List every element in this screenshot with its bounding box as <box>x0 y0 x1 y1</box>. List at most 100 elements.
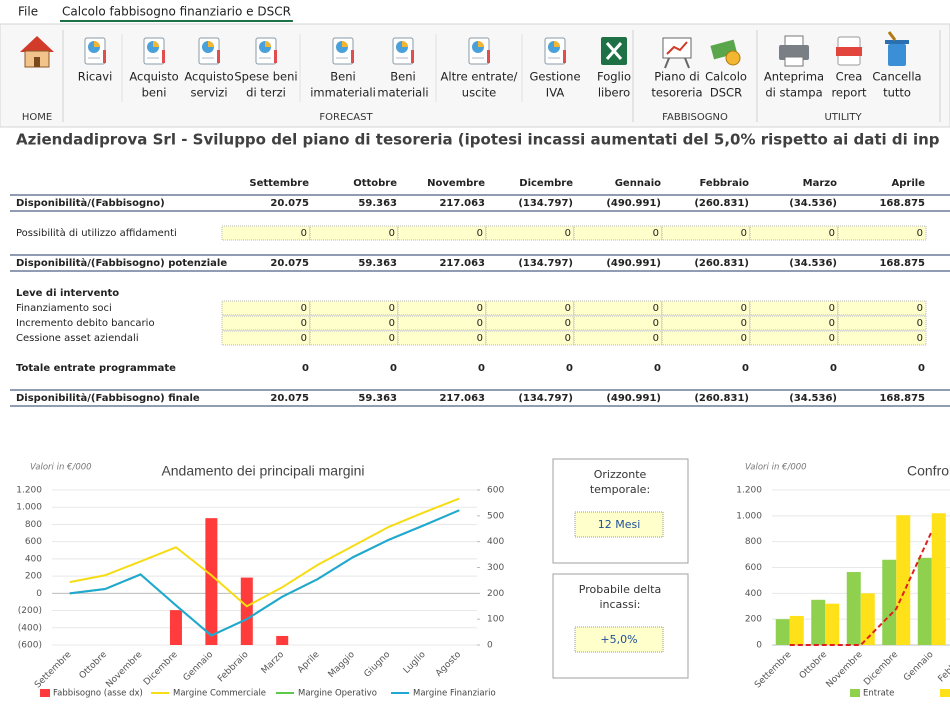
input-cell[interactable] <box>309 315 399 331</box>
input-cell[interactable] <box>837 330 927 346</box>
cell-value: 168.875 <box>879 393 925 404</box>
ribbon-button-label: libero <box>598 86 630 100</box>
input-cell[interactable] <box>837 315 927 331</box>
cell-value: 20.075 <box>270 258 309 269</box>
input-cell[interactable] <box>309 330 399 346</box>
input-cell[interactable] <box>221 225 311 241</box>
bar <box>860 593 875 645</box>
input-cell[interactable] <box>749 300 839 316</box>
ribbon-button-label: Cancella <box>872 70 921 84</box>
y-tick-label: (200) <box>18 606 42 616</box>
input-cell[interactable] <box>485 330 575 346</box>
ribbon-button[interactable]: Beni materiali <box>377 37 429 100</box>
line-series <box>69 509 460 637</box>
ribbon-button[interactable]: Foglio libero <box>597 37 631 100</box>
cell-value: 59.363 <box>358 198 397 209</box>
y2-tick-label: 600 <box>487 486 504 496</box>
input-cell[interactable] <box>485 300 575 316</box>
ribbon-button[interactable]: Beni immateriali <box>310 37 376 100</box>
icon-pie-slice <box>153 41 159 47</box>
y2-tick-label: 200 <box>487 589 504 599</box>
input-cell[interactable] <box>485 225 575 241</box>
input-cell[interactable] <box>573 300 663 316</box>
ribbon-button[interactable] <box>20 36 54 68</box>
cell-value: 59.363 <box>358 258 397 269</box>
input-value: 0 <box>477 228 483 239</box>
ribbon-button-label: Foglio <box>597 70 631 84</box>
cell-value: 0 <box>830 363 837 374</box>
ribbon-button[interactable]: Ricavi <box>78 37 113 84</box>
x-tick-label: Dicembre <box>862 649 900 687</box>
ribbon-button[interactable]: Piano di tesoreria <box>651 37 703 100</box>
input-cell[interactable] <box>221 315 311 331</box>
ribbon-button[interactable]: Acquisto beni <box>129 37 179 100</box>
line-series <box>69 509 460 637</box>
icon-coin <box>725 50 741 66</box>
input-cell[interactable] <box>309 300 399 316</box>
input-cell[interactable] <box>397 225 487 241</box>
input-cell[interactable] <box>749 225 839 241</box>
y-tick-label: 200 <box>745 615 762 625</box>
chart-note: Valori in €/000 <box>745 463 807 473</box>
ribbon-button[interactable]: Altre entrate/uscite <box>441 37 518 100</box>
ribbon-button-label: immateriali <box>310 86 376 100</box>
input-value: 0 <box>389 333 395 344</box>
input-cell[interactable] <box>573 225 663 241</box>
input-value: 0 <box>917 318 923 329</box>
input-cell[interactable] <box>573 330 663 346</box>
ribbon-button-label: Acquisto <box>184 70 233 84</box>
ribbon-button[interactable]: Acquisto servizi <box>184 37 234 100</box>
input-value: 0 <box>301 228 307 239</box>
input-cell[interactable] <box>397 330 487 346</box>
x-tick-label: Maggio <box>327 649 358 680</box>
input-cell[interactable] <box>485 315 575 331</box>
y-tick-label: 1.000 <box>16 503 42 513</box>
input-cell[interactable] <box>837 300 927 316</box>
ribbon-button-label: Crea <box>836 70 863 84</box>
input-cell[interactable] <box>221 300 311 316</box>
cell-value: (134.797) <box>518 198 573 209</box>
icon-pie-slice <box>478 41 484 47</box>
panel-input[interactable] <box>574 511 664 538</box>
input-cell[interactable] <box>749 315 839 331</box>
menu-item[interactable]: File <box>18 5 38 19</box>
icon-brush <box>887 31 897 41</box>
legend-label: Fabbisogno (asse dx) <box>53 689 143 699</box>
input-value: 0 <box>565 318 571 329</box>
icon-pen <box>103 50 106 63</box>
input-cell[interactable] <box>573 315 663 331</box>
y2-tick-label: 300 <box>487 563 504 573</box>
bar <box>276 635 289 645</box>
input-cell[interactable] <box>397 315 487 331</box>
month-header: Settembre <box>249 178 309 189</box>
ribbon-button[interactable]: Anteprima di stampa <box>764 35 824 100</box>
input-cell[interactable] <box>661 300 751 316</box>
x-tick-label: Novembre <box>104 649 144 689</box>
ribbon-button[interactable]: Calcolo DSCR <box>705 39 747 100</box>
input-cell[interactable] <box>221 330 311 346</box>
input-cell[interactable] <box>749 330 839 346</box>
input-cell[interactable] <box>661 330 751 346</box>
input-cell[interactable] <box>397 300 487 316</box>
ribbon-button[interactable]: Cancella tutto <box>872 31 922 100</box>
input-value: 0 <box>741 333 747 344</box>
ribbon-button[interactable]: Crea report <box>831 36 867 100</box>
icon-pen <box>563 50 566 63</box>
input-cell[interactable] <box>661 225 751 241</box>
icon-lid <box>885 40 909 44</box>
input-value: 0 <box>829 228 835 239</box>
panel-input[interactable] <box>574 626 664 653</box>
input-cell[interactable] <box>837 225 927 241</box>
line-series <box>69 497 460 608</box>
input-value: 0 <box>653 333 659 344</box>
input-cell[interactable] <box>661 315 751 331</box>
ribbon-button-label: beni <box>142 86 167 100</box>
input-cell[interactable] <box>309 225 399 241</box>
month-header: Gennaio <box>615 178 661 189</box>
ribbon-button-label: Ricavi <box>78 70 113 84</box>
ribbon-button[interactable]: Gestione IVA <box>529 37 581 100</box>
x-tick-label: Febbraio <box>216 649 251 684</box>
ribbon-button[interactable]: Spese beni di terzi <box>234 37 298 100</box>
input-value: 0 <box>917 333 923 344</box>
menu-item[interactable]: Calcolo fabbisogno finanziario e DSCR <box>62 5 291 19</box>
